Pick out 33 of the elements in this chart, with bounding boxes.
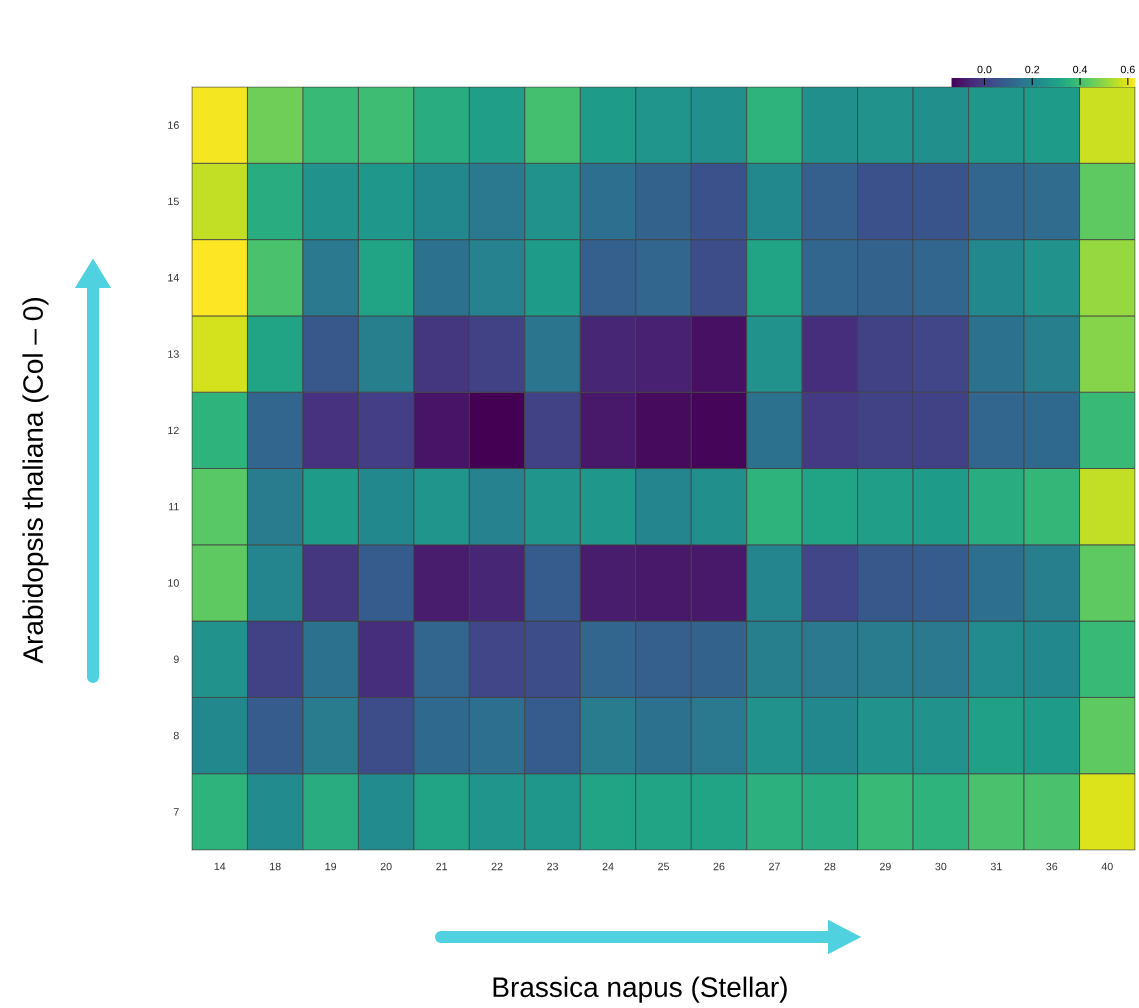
- x-tick-label: 23: [547, 862, 559, 871]
- y-tick-label: 13: [168, 350, 179, 358]
- x-tick-label: 31: [990, 862, 1002, 871]
- x-tick-label: 20: [380, 862, 392, 871]
- x-tick-label: 14: [214, 862, 226, 871]
- x-tick-label: 22: [491, 862, 503, 871]
- y-tick-label: 7: [173, 808, 179, 816]
- x-tick-label: 40: [1101, 862, 1113, 871]
- color-bar-label: 0.4: [1073, 65, 1088, 74]
- y-tick-label: 9: [173, 655, 179, 664]
- y-axis-title: Arabidopsis thaliana (Col – 0): [22, 298, 49, 664]
- y-tick-label: 16: [168, 121, 179, 129]
- y-tick-label: 15: [168, 197, 179, 206]
- x-tick-label: 25: [658, 862, 669, 871]
- x-tick-label: 28: [824, 862, 836, 871]
- color-bar-label: 0.2: [1025, 65, 1040, 74]
- x-tick-label: 19: [325, 862, 337, 871]
- x-tick-label: 36: [1046, 862, 1058, 871]
- x-tick-label: 18: [270, 862, 281, 871]
- color-bar-label: 0.0: [977, 65, 992, 74]
- y-tick-label: 11: [169, 502, 179, 511]
- x-tick-label: 27: [769, 862, 780, 871]
- y-tick-label: 12: [168, 426, 179, 435]
- y-tick-label: 14: [168, 274, 179, 282]
- x-axis-title: Brassica napus (Stellar): [493, 976, 787, 1003]
- x-tick-label: 24: [602, 862, 614, 871]
- color-bar-label: 0.6: [1120, 65, 1135, 74]
- x-tick-label: 29: [880, 862, 891, 871]
- x-tick-label: 26: [713, 862, 725, 871]
- y-tick-label: 8: [173, 731, 179, 740]
- x-tick-label: 30: [935, 862, 947, 871]
- x-tick-label: 21: [436, 862, 448, 871]
- y-tick-label: 10: [168, 579, 179, 587]
